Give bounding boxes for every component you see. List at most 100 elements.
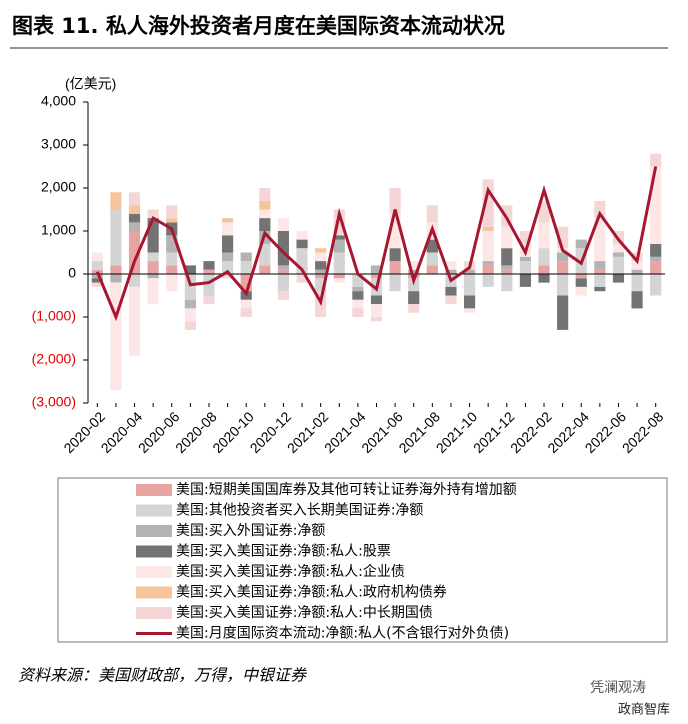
bar (240, 299, 252, 309)
bar (650, 274, 662, 296)
bar (110, 192, 122, 210)
bar (147, 218, 159, 253)
y-tick-label: (3,000) (32, 394, 76, 410)
bar (259, 218, 271, 231)
bar (557, 274, 569, 296)
bar (370, 274, 383, 279)
bar (463, 274, 476, 296)
bar (110, 282, 122, 391)
bar (445, 269, 457, 274)
bar (184, 274, 196, 300)
legend-swatch (136, 607, 172, 619)
y-tick-label: (2,000) (32, 351, 76, 367)
bar (110, 209, 122, 266)
legend-label: 美国:买入美国证券:净额:私人:股票 (176, 544, 391, 560)
bar (538, 248, 550, 266)
bar (482, 226, 494, 231)
bar (128, 286, 141, 356)
bar (501, 269, 513, 274)
bar (463, 295, 476, 309)
bar (110, 274, 122, 283)
bar (184, 299, 196, 309)
y-tick-label: 4,000 (41, 93, 76, 109)
bar (315, 269, 327, 274)
bar (128, 274, 141, 287)
bar (370, 304, 383, 317)
bar (408, 304, 420, 313)
bar (538, 222, 550, 249)
legend-swatch (136, 545, 172, 558)
bar (594, 286, 606, 292)
bar (389, 188, 401, 214)
bar (91, 261, 103, 270)
bar (166, 205, 178, 219)
bar (296, 248, 308, 274)
bar (594, 261, 606, 270)
bar (575, 278, 587, 287)
bar (277, 274, 290, 292)
bar (333, 235, 345, 240)
bar (538, 265, 550, 274)
legend-label: 美国:买入美国证券:净额:私人:企业债 (176, 563, 405, 580)
bar (91, 282, 103, 287)
bar (91, 274, 103, 279)
bar (147, 278, 159, 305)
y-axis-label: (亿美元) (65, 76, 116, 92)
bar (426, 205, 438, 223)
bar (557, 252, 569, 262)
bar (612, 243, 625, 253)
bar (222, 261, 234, 274)
bar (445, 286, 457, 296)
bar (128, 222, 141, 231)
bar (631, 261, 643, 270)
bar (296, 274, 308, 283)
bar (501, 248, 513, 266)
bar (557, 226, 569, 249)
bar (445, 261, 457, 270)
bar (370, 317, 383, 322)
bar (110, 265, 122, 274)
watermark: 政商智库 (618, 702, 670, 718)
legend-swatch (136, 504, 172, 517)
bar (240, 261, 252, 274)
y-tick-label: 2,000 (41, 179, 76, 195)
legend-label: 美国:买入美国证券:净额:私人:中长期国债 (176, 605, 433, 621)
bar (333, 209, 345, 236)
bar (557, 295, 569, 330)
y-tick-label: 0 (68, 265, 76, 281)
x-tick-label: 2022-08 (619, 408, 667, 456)
bar (538, 274, 550, 283)
y-tick-label: (1,000) (32, 308, 76, 324)
bar (426, 265, 438, 274)
bar (389, 261, 401, 274)
bar (259, 243, 271, 266)
bar (315, 248, 327, 253)
bar (482, 261, 494, 266)
bar (315, 261, 327, 270)
y-tick-label: 3,000 (41, 136, 76, 152)
bar (426, 252, 438, 266)
bar (650, 166, 662, 244)
bar (184, 308, 196, 322)
legend-label: 美国:短期美国国库券及其他可转让证券海外持有增加额 (176, 482, 517, 498)
bar (91, 252, 103, 262)
bar (612, 256, 625, 274)
bar (277, 269, 290, 274)
bar (240, 308, 252, 317)
bar (91, 278, 103, 283)
bar (594, 269, 606, 274)
bar (128, 213, 141, 223)
bar (352, 308, 364, 317)
bar (333, 252, 345, 274)
legend-swatch (136, 586, 172, 599)
bar (128, 192, 141, 206)
bar (296, 239, 308, 249)
bar (259, 188, 271, 201)
bar (519, 261, 531, 274)
bar (612, 252, 625, 257)
bar (147, 252, 159, 262)
legend-swatch (136, 484, 172, 496)
bar (166, 274, 178, 292)
chart-title: 图表 11. 私人海外投资者月度在美国际资本流动状况 (12, 14, 505, 38)
